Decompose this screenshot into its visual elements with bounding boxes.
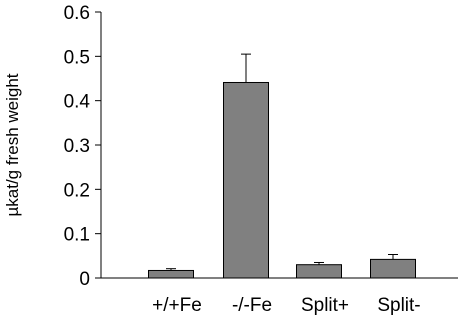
x-category-label: Split+ — [301, 295, 349, 316]
y-tick-label: 0 — [79, 269, 90, 290]
y-tick-label: 0.5 — [64, 47, 90, 68]
axes — [100, 12, 458, 279]
bar--fe — [148, 269, 194, 279]
x-category-label: Split- — [377, 295, 420, 316]
error-bars — [166, 53, 398, 271]
y-tick-label: 0.3 — [64, 136, 90, 157]
x-category-label: +/+Fe — [152, 295, 202, 316]
y-tick-label: 0.2 — [64, 180, 90, 201]
bars — [148, 81, 416, 279]
y-tick-label: 0.6 — [64, 3, 90, 24]
bar--fe — [223, 81, 269, 279]
category-labels: +/+Fe -/-Fe Split+ Split- — [152, 295, 420, 316]
y-axis-title: µkat/g fresh weight — [3, 73, 22, 216]
y-tick-label: 0.4 — [64, 92, 91, 113]
bar-split- — [296, 264, 342, 279]
y-axis-title-group: µkat/g fresh weight — [3, 73, 22, 216]
y-axis-ticks: 0 0.1 0.2 0.3 0.4 0.5 0.6 — [64, 3, 101, 290]
bar-split- — [370, 258, 416, 279]
x-category-label: -/-Fe — [232, 295, 272, 316]
y-tick-label: 0.1 — [64, 225, 90, 246]
